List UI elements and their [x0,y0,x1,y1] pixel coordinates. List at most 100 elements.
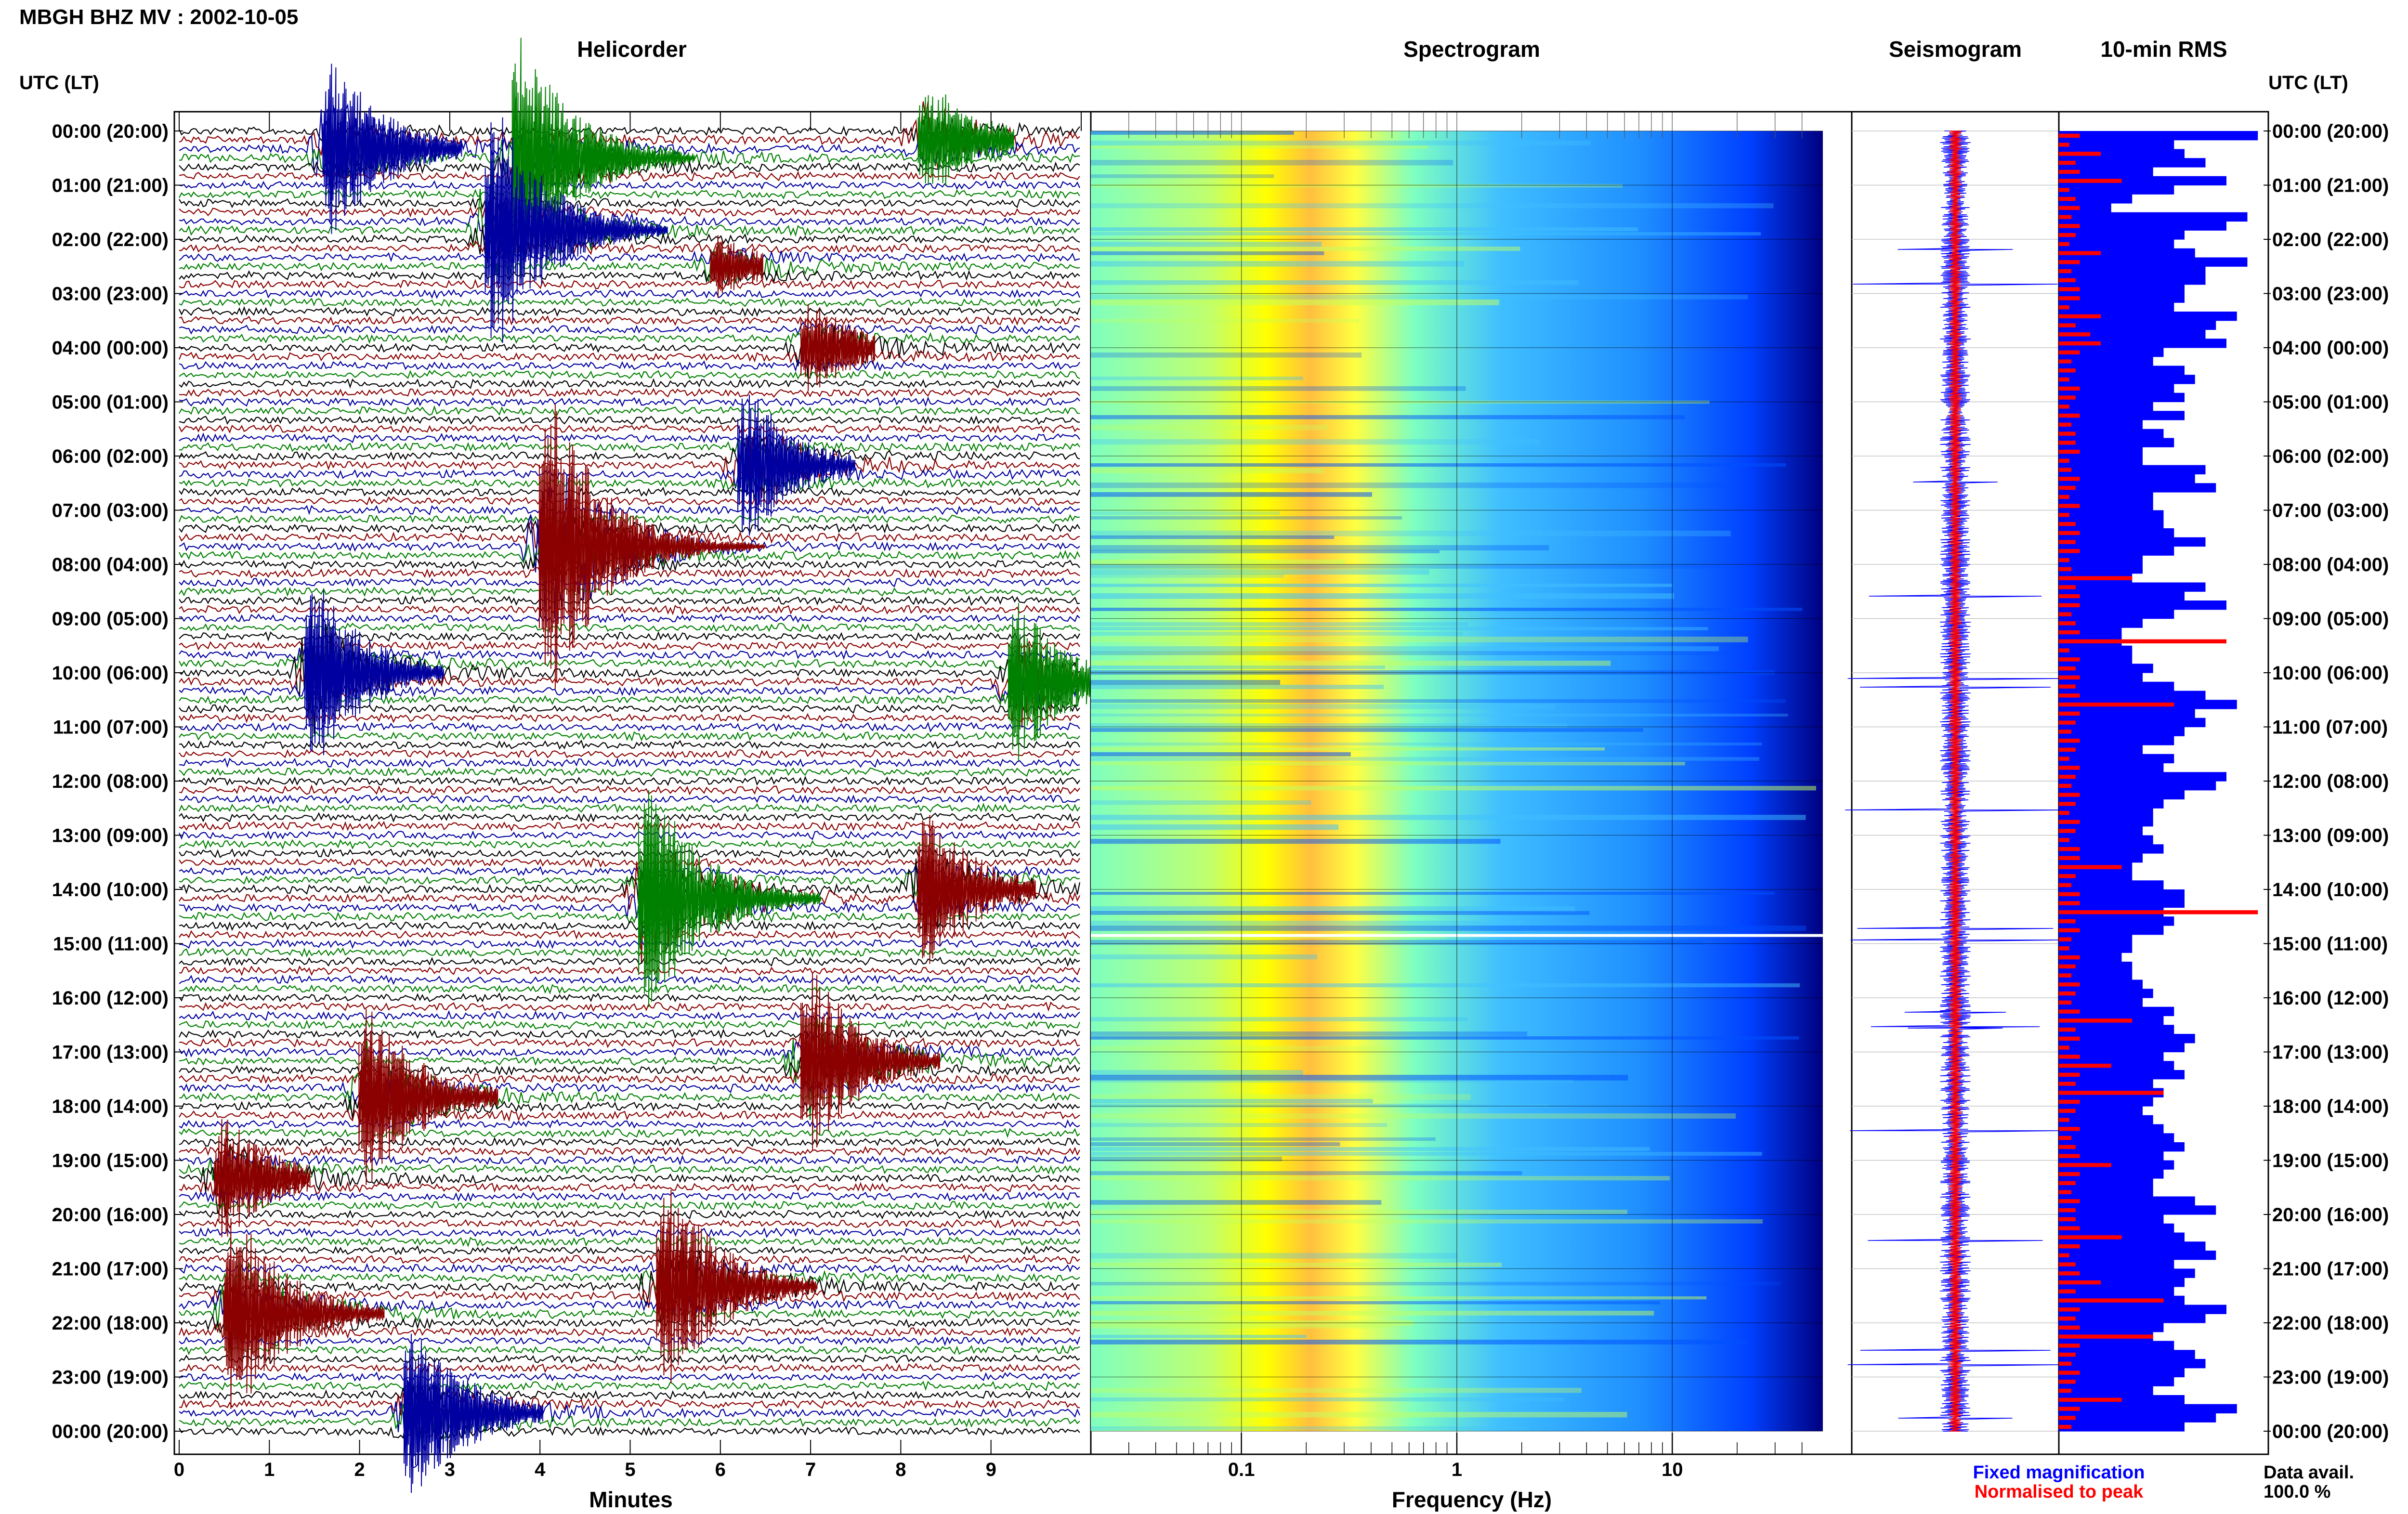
time-tick-label-right: 05:00 (01:00) [2272,392,2389,413]
helicorder-trace [179,1257,1080,1299]
spectrogram-stripe [1091,1099,1373,1104]
helicorder-trace [179,504,1080,516]
rms-fixed-bar [2059,1404,2237,1414]
rms-fixed-bar [2059,329,2206,339]
spectrogram-stripe [1091,492,1373,497]
spectrogram-stripe [1091,940,1703,945]
helicorder-trace [179,757,1080,769]
spectrogram-stripe [1091,752,1351,757]
rms-normalised-bar [2059,585,2076,589]
rms-normalised-bar [2059,793,2080,797]
rms-fixed-bar [2059,979,2143,989]
rms-fixed-bar [2059,483,2216,493]
rms-fixed-bar [2059,772,2226,782]
rms-normalised-bar [2059,504,2080,508]
helicorder-event [538,404,765,690]
rms-fixed-bar [2059,1305,2226,1314]
rms-fixed-bar [2059,1097,2153,1107]
rms-normalised-bar [2059,242,2069,247]
rms-fixed-bar [2059,781,2216,791]
spectrogram-stripe [1091,1219,1763,1224]
rms-fixed-bar [2059,871,2133,881]
rms-fixed-bar [2059,510,2164,520]
rms-normalised-bar [2059,1407,2080,1411]
helicorder-trace [179,1236,1080,1248]
helicorder-trace [179,1071,1080,1106]
rms-normalised-bar [2059,188,2069,192]
spectrogram-stripe [1091,815,1806,820]
spectrogram-stripe [1091,1282,1780,1286]
helicorder-trace [179,775,1080,786]
spectrogram-stripe [1091,651,1731,655]
time-tick-label-left: 06:00 (02:00) [52,446,169,467]
time-tick-label-right: 08:00 (04:00) [2272,554,2389,575]
rms-normalised-bar [2059,901,2080,905]
helicorder-event [214,1119,311,1238]
time-tick-label-right: 22:00 (18:00) [2272,1313,2389,1334]
time-tick-label-left: 01:00 (21:00) [52,175,169,196]
rms-normalised-bar [2059,233,2076,237]
rms-normalised-bar [2059,1055,2080,1059]
helicorder-x-tick-label: 6 [715,1459,726,1480]
spectrogram-stripe [1091,352,1362,358]
rms-normalised-bar [2059,143,2069,147]
rms-fixed-bar [2059,456,2143,466]
spectrogram-stripe [1091,646,1719,652]
helicorder-x-tick-label: 9 [986,1459,996,1480]
rms-fixed-bar [2059,1359,2206,1369]
helicorder-trace [179,460,1080,493]
spectrogram-stripe [1091,468,1324,473]
rms-fixed-bar [2059,1133,2174,1143]
rms-fixed-bar [2059,212,2248,222]
rms-fixed-bar [2059,754,2174,764]
spectrogram-stripe [1091,1397,1564,1402]
x-axes: 0 1 2 3 4 5 6 7 8 9 0.1 1 10 [174,1433,1683,1480]
rms-fixed-bar [2059,1241,2206,1251]
helicorder-title: Helicorder [577,37,687,62]
helicorder-trace [179,1253,1080,1266]
spectrogram-stripe [1091,954,1318,960]
rms-normalised-bar [2059,1099,2080,1104]
helicorder-trace [179,1381,1080,1392]
time-tick-label-left: 11:00 (07:00) [53,717,169,738]
rms-normalised-bar [2059,1253,2069,1258]
spectrogram-stripe [1091,622,1468,626]
rms-normalised-bar [2059,774,2076,779]
rms-fixed-bar [2059,943,2133,953]
rms-normalised-bar [2059,485,2076,490]
helicorder-x-tick-label: 5 [625,1459,635,1480]
spectrogram-stripe [1091,1301,1660,1305]
rms-normalised-bar [2059,350,2080,355]
helicorder-trace [179,388,1080,398]
helicorder-trace [179,1236,1080,1326]
spectrogram-stripe [1091,1094,1471,1100]
spectrogram-stripe [1091,160,1453,166]
spectrogram-stripe [1091,786,1817,791]
rms-normalised-bar [2059,847,2080,851]
spectrogram-stripe [1091,227,1638,232]
spectrogram-stripe [1091,1335,1307,1338]
rms-fixed-bar [2059,167,2153,177]
rms-fixed-bar [2059,609,2174,619]
helicorder-trace [179,1354,1080,1365]
rms-fixed-bar [2059,230,2185,240]
rms-normalised-bar [2059,531,2080,535]
spectrogram-stripe [1091,439,1540,445]
helicorder-trace [179,739,1080,750]
spectrogram-stripe [1091,425,1328,431]
helicorder-trace [179,196,1080,209]
rms-normalised-bar [2059,747,2076,752]
time-tick-label-left: 22:00 (18:00) [52,1313,169,1334]
rms-normalised-bar [2059,405,2069,409]
rms-fixed-bar [2059,1214,2164,1224]
time-tick-label-right: 13:00 (09:00) [2272,825,2389,847]
helicorder-trace [179,511,1080,572]
rms-fixed-bar [2059,1268,2195,1278]
time-tick-label-right: 21:00 (17:00) [2272,1259,2389,1280]
rms-fixed-bar [2059,348,2164,357]
rms-normalised-bar [2059,215,2072,219]
rms-fixed-bar [2059,546,2174,556]
time-tick-label-right: 23:00 (19:00) [2272,1367,2389,1388]
rms-fixed-bar [2059,673,2143,682]
